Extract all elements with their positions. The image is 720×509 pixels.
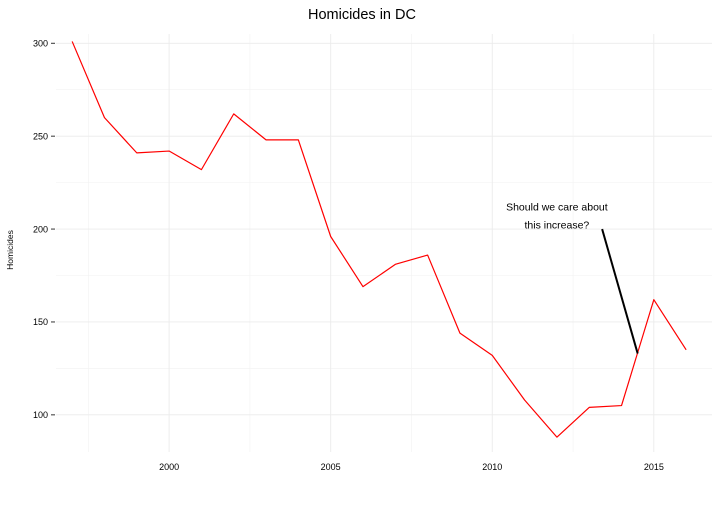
data-point [329,235,332,238]
y-tick-label: 300 [33,38,48,48]
series-layer [71,40,688,439]
y-tick-label: 200 [33,224,48,234]
data-point [361,285,364,288]
chart-title: Homicides in DC [308,7,416,23]
data-point [458,332,461,335]
axes: 2000 2005 2010 2015 100 150 200 250 300 [33,38,664,472]
y-axis-label: Homicides [5,230,15,270]
data-point [168,150,171,153]
x-tick-label: 2010 [482,462,502,472]
x-tick-label: 2000 [159,462,179,472]
data-point [652,298,655,301]
data-point [71,40,74,43]
annotation-arrow [601,228,639,354]
data-point [555,436,558,439]
data-point [265,138,268,141]
data-point [297,138,300,141]
gridlines [56,34,712,452]
annotation-layer: Should we care about this increase? [506,201,639,354]
data-point [620,404,623,407]
x-tick-label: 2015 [644,462,664,472]
series-line [71,41,687,438]
data-point [103,116,106,119]
data-point [426,254,429,257]
x-tick-label: 2005 [321,462,341,472]
data-point [588,406,591,409]
data-point [135,151,138,154]
y-tick-label: 250 [33,131,48,141]
data-point [394,263,397,266]
y-tick-label: 100 [33,410,48,420]
data-point [200,168,203,171]
y-tick-label: 150 [33,317,48,327]
data-point [523,398,526,401]
annotation-text: this increase? [524,219,589,231]
data-point [491,354,494,357]
data-point [685,348,688,351]
annotation-text: Should we care about [506,201,608,213]
data-point [232,112,235,115]
